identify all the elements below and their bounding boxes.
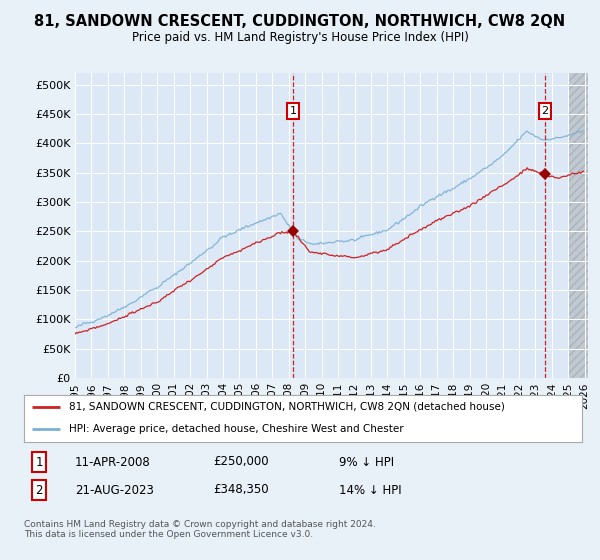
Text: Price paid vs. HM Land Registry's House Price Index (HPI): Price paid vs. HM Land Registry's House … — [131, 31, 469, 44]
Bar — [568, 73, 596, 378]
Text: 9% ↓ HPI: 9% ↓ HPI — [339, 455, 394, 469]
Text: 11-APR-2008: 11-APR-2008 — [75, 455, 151, 469]
Text: 81, SANDOWN CRESCENT, CUDDINGTON, NORTHWICH, CW8 2QN (detached house): 81, SANDOWN CRESCENT, CUDDINGTON, NORTHW… — [68, 402, 505, 412]
Text: 81, SANDOWN CRESCENT, CUDDINGTON, NORTHWICH, CW8 2QN: 81, SANDOWN CRESCENT, CUDDINGTON, NORTHW… — [34, 14, 566, 29]
Text: 1: 1 — [289, 106, 296, 116]
Bar — [568, 73, 596, 378]
Text: 1: 1 — [35, 455, 43, 469]
Text: 2: 2 — [35, 483, 43, 497]
Text: Contains HM Land Registry data © Crown copyright and database right 2024.
This d: Contains HM Land Registry data © Crown c… — [24, 520, 376, 539]
Text: 21-AUG-2023: 21-AUG-2023 — [75, 483, 154, 497]
Text: HPI: Average price, detached house, Cheshire West and Chester: HPI: Average price, detached house, Ches… — [68, 424, 403, 434]
Text: £348,350: £348,350 — [213, 483, 269, 497]
Text: 2: 2 — [541, 106, 548, 116]
Text: 14% ↓ HPI: 14% ↓ HPI — [339, 483, 401, 497]
Text: £250,000: £250,000 — [213, 455, 269, 469]
